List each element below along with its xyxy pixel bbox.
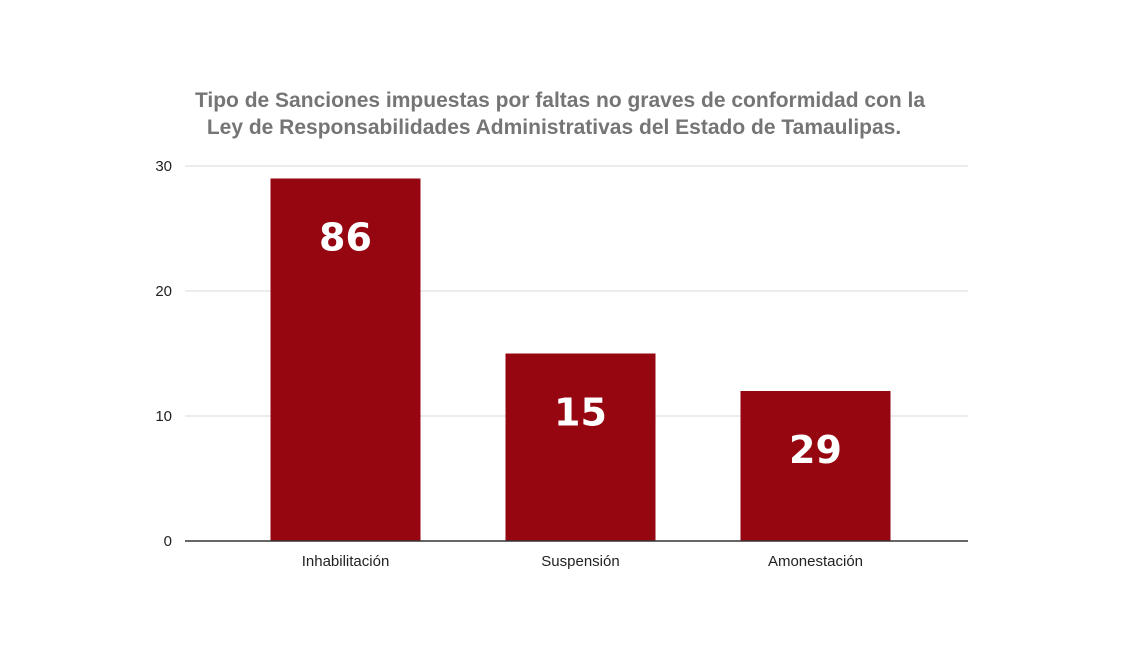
chart-title-line-2: Ley de Responsabilidades Administrativas… bbox=[207, 116, 901, 139]
bar-data-label: 86 bbox=[319, 216, 372, 260]
bar-group: 86 bbox=[270, 178, 421, 541]
x-category-label: Amonestación bbox=[768, 553, 863, 570]
x-category-label: Inhabilitación bbox=[302, 553, 390, 570]
chart-title: Tipo de Sanciones impuestas por faltas n… bbox=[195, 89, 925, 139]
y-tick-label: 0 bbox=[164, 533, 172, 550]
bar-data-label: 29 bbox=[789, 428, 842, 472]
bars: 86 15 29 bbox=[270, 178, 891, 541]
y-tick-label: 30 bbox=[155, 158, 172, 175]
chart-title-line-1: Tipo de Sanciones impuestas por faltas n… bbox=[195, 89, 925, 112]
y-axis-tick-labels: 0 10 20 30 bbox=[155, 158, 172, 550]
x-axis-category-labels: Inhabilitación Suspensión Amonestación bbox=[302, 553, 863, 570]
bar bbox=[740, 391, 891, 541]
bar-group: 15 bbox=[505, 353, 656, 541]
bar bbox=[505, 353, 656, 541]
bar-data-label: 15 bbox=[554, 391, 607, 435]
y-tick-label: 20 bbox=[155, 283, 172, 300]
x-category-label: Suspensión bbox=[541, 553, 619, 570]
bar-group: 29 bbox=[740, 391, 891, 541]
bar bbox=[270, 178, 421, 541]
y-tick-label: 10 bbox=[155, 408, 172, 425]
